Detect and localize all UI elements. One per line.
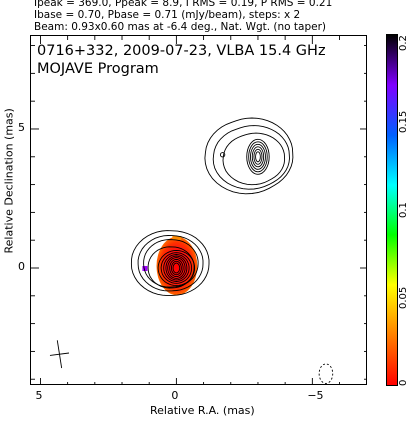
polarization-edge bbox=[172, 236, 182, 241]
y-tick-label: 0 bbox=[18, 260, 25, 273]
plot-area bbox=[30, 35, 367, 385]
knot-small-contour bbox=[219, 152, 226, 158]
core-contour-4 bbox=[147, 246, 195, 289]
knot-inner-contour-5 bbox=[253, 148, 263, 165]
colorbar-tick-label: 0.15 bbox=[398, 110, 409, 134]
beam-major-axis bbox=[56, 340, 63, 369]
header-line-2: Ibase = 0.70, Pbase = 0.71 (mJy/beam), s… bbox=[34, 9, 301, 21]
knot-contour-2 bbox=[212, 125, 290, 190]
y-axis-label: Relative Declination (mas) bbox=[2, 108, 16, 254]
x-axis-label: Relative R.A. (mas) bbox=[150, 404, 255, 417]
core-contour-11 bbox=[171, 260, 182, 276]
panel-subtitle: MOJAVE Program bbox=[37, 61, 159, 77]
core-contour-10 bbox=[169, 258, 184, 278]
polarization-blob bbox=[142, 266, 148, 271]
core-contour-9 bbox=[167, 257, 186, 279]
x-tick-label: 5 bbox=[35, 389, 43, 402]
negative-contour bbox=[318, 363, 334, 384]
colorbar-tick-label: 0.1 bbox=[398, 202, 409, 219]
colorbar-tick-label: 0.2 bbox=[398, 34, 409, 51]
knot-inner-contour-4 bbox=[251, 146, 265, 168]
core-contour-2 bbox=[137, 235, 204, 292]
polarization-core bbox=[156, 236, 198, 296]
colorbar-tick-label: 0 bbox=[398, 379, 409, 386]
core-contour-1 bbox=[130, 230, 210, 297]
contour-map bbox=[31, 36, 366, 384]
header-line-1: Ipeak = 369.0, Ppeak = 8.9, I RMS = 0.19… bbox=[34, 0, 333, 9]
core-contour-8 bbox=[165, 255, 188, 281]
panel-title: 0716+332, 2009-07-23, VLBA 15.4 GHz bbox=[37, 43, 326, 59]
core-contour-12 bbox=[172, 262, 181, 274]
knot-contour-1 bbox=[204, 117, 294, 195]
knot-inner-contour-3 bbox=[250, 143, 266, 170]
y-tick-label: 5 bbox=[18, 120, 25, 134]
core-contour-7 bbox=[163, 254, 190, 282]
x-tick-label: −5 bbox=[307, 389, 324, 402]
knot-inner-contour-2 bbox=[248, 141, 268, 173]
colorbar bbox=[386, 34, 398, 386]
x-tick-label: 0 bbox=[171, 389, 179, 402]
knot-inner-contour-6 bbox=[255, 151, 261, 163]
knot-inner-contour-1 bbox=[246, 138, 270, 175]
core-contour-5 bbox=[157, 249, 196, 287]
core-contour-6 bbox=[160, 252, 193, 284]
header-line-3: Beam: 0.93x0.60 mas at -6.4 deg., Nat. W… bbox=[34, 21, 327, 33]
colorbar-tick-label: 0.05 bbox=[398, 286, 409, 310]
